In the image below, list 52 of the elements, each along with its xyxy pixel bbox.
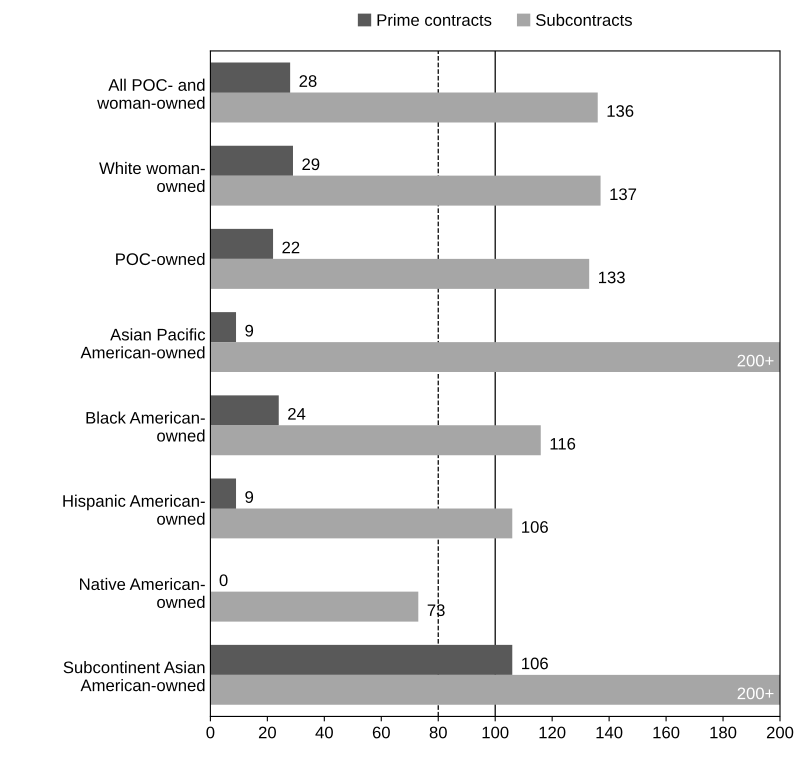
data-label: 106 — [522, 521, 548, 533]
x-tick-label: 0 — [206, 726, 214, 738]
data-label: 200+ — [738, 354, 774, 367]
x-tick-label: 160 — [653, 726, 680, 738]
x-tick-label: 80 — [430, 726, 447, 738]
data-label: 106 — [522, 658, 548, 670]
data-label: 137 — [610, 188, 636, 200]
bar — [210, 508, 512, 538]
data-label: 9 — [245, 324, 254, 337]
bar — [210, 228, 274, 259]
data-label: 22 — [282, 242, 300, 254]
x-tick-label: 40 — [315, 726, 333, 738]
data-label: 28 — [300, 75, 316, 87]
y-tick-label: POC-owned — [116, 252, 204, 266]
y-tick-label: Asian Pacific American-owned — [80, 328, 206, 358]
y-tick-label: Black American- owned — [86, 411, 205, 442]
x-tick-label: 120 — [540, 726, 566, 738]
bar — [210, 342, 780, 372]
bar — [210, 592, 418, 622]
data-label: 136 — [608, 105, 634, 117]
x-tick-label: 100 — [482, 726, 508, 738]
y-tick-label: Native American- owned — [80, 578, 205, 608]
bar — [210, 258, 590, 289]
bar — [210, 674, 780, 705]
bar — [210, 92, 598, 122]
x-tick-label: 60 — [372, 726, 390, 738]
bar — [210, 312, 236, 342]
bar — [210, 146, 293, 176]
legend-label: Subcontracts — [536, 14, 632, 26]
x-tick-label: 20 — [258, 726, 276, 738]
bar — [210, 478, 236, 508]
data-label: 133 — [599, 272, 625, 284]
y-tick-label: White woman- owned — [99, 162, 205, 192]
x-tick-label: 200 — [766, 726, 794, 738]
y-tick-label: Subcontinent Asian American-owned — [64, 661, 204, 692]
y-tick-label: All POC- and woman-owned — [97, 78, 204, 109]
legend-label: Prime contracts — [378, 14, 492, 26]
x-tick-label: 180 — [710, 726, 736, 738]
data-label: 73 — [428, 604, 445, 616]
data-label: 116 — [550, 438, 576, 450]
bar — [210, 644, 512, 675]
data-label: 200+ — [738, 687, 774, 700]
y-tick-label: Hispanic American- owned — [63, 494, 205, 525]
bar — [210, 176, 601, 206]
bar — [210, 425, 541, 456]
data-label: 0 — [220, 574, 228, 586]
data-label: 9 — [245, 491, 254, 503]
bar — [210, 62, 290, 92]
bar — [210, 395, 279, 426]
x-tick-label: 140 — [596, 726, 622, 738]
data-label: 24 — [288, 408, 306, 420]
data-label: 29 — [302, 158, 320, 170]
